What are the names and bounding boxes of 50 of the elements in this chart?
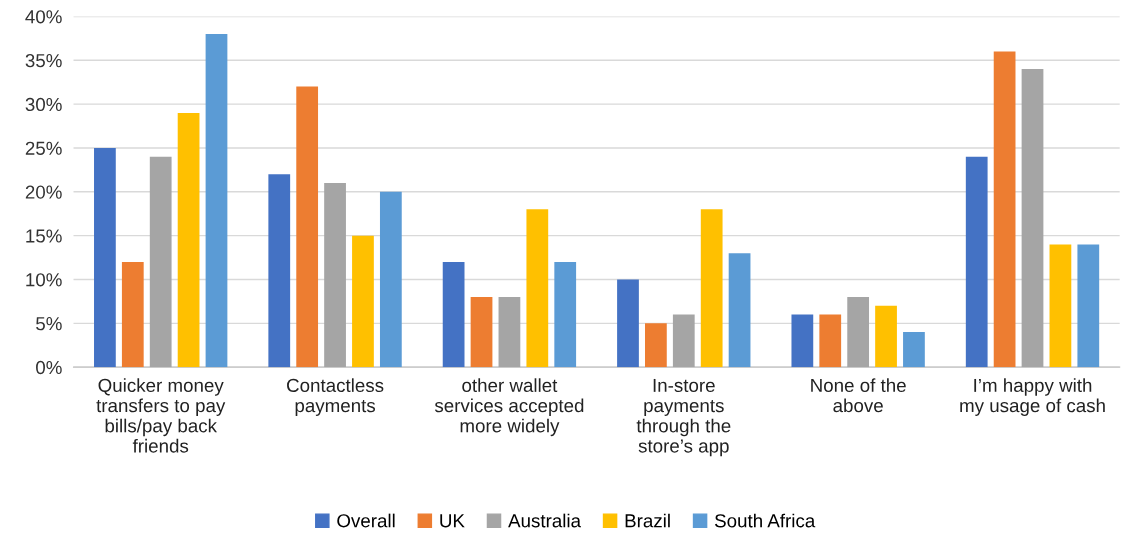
bar bbox=[94, 147, 116, 368]
bar bbox=[470, 297, 493, 368]
bar bbox=[268, 174, 291, 368]
x-tick-label: other wallet services accepted more widely bbox=[434, 378, 584, 437]
bar bbox=[1021, 69, 1044, 368]
y-tick-label: 40% bbox=[25, 10, 62, 24]
bar bbox=[121, 261, 144, 368]
legend-label: Overall bbox=[337, 513, 395, 528]
bar bbox=[1077, 244, 1100, 368]
bar bbox=[672, 314, 695, 368]
legend-label: Australia bbox=[508, 513, 582, 528]
y-tick-label: 30% bbox=[25, 97, 62, 112]
x-tick-label: None of the above bbox=[811, 378, 906, 413]
bar bbox=[791, 314, 814, 368]
x-tick-label: I’m happy with my usage of cash bbox=[960, 378, 1105, 416]
bar bbox=[324, 183, 346, 368]
legend-label: South Africa bbox=[715, 513, 816, 528]
bar bbox=[149, 156, 172, 368]
bar bbox=[205, 33, 228, 368]
bar bbox=[728, 253, 751, 368]
bar bbox=[526, 209, 549, 368]
y-tick-label: 20% bbox=[25, 185, 62, 199]
y-tick-label: 15% bbox=[26, 229, 62, 243]
y-tick-label: 35% bbox=[25, 53, 62, 68]
bar bbox=[442, 261, 465, 368]
x-tick-label: Contactless payments bbox=[287, 378, 384, 416]
bar bbox=[965, 156, 988, 368]
bar bbox=[296, 86, 319, 368]
x-tick-label: Quicker money transfers to pay bills/pay back friends bbox=[96, 378, 226, 453]
bar bbox=[875, 305, 897, 368]
bar bbox=[993, 51, 1016, 368]
bar bbox=[819, 314, 842, 368]
bar bbox=[1049, 244, 1072, 368]
x-tick-label: In-store payments through the store’s app bbox=[636, 378, 731, 457]
y-tick-label: 10% bbox=[26, 273, 62, 287]
bar bbox=[352, 235, 374, 368]
bar bbox=[177, 112, 200, 368]
y-tick-label: 5% bbox=[36, 317, 62, 331]
bar bbox=[554, 261, 577, 368]
y-tick-label: 25% bbox=[25, 141, 62, 155]
bar bbox=[645, 323, 667, 368]
legend-label: UK bbox=[440, 514, 465, 528]
legend-label: Brazil bbox=[625, 513, 670, 528]
bar bbox=[700, 209, 723, 368]
y-tick-label: 0% bbox=[36, 360, 62, 375]
bar bbox=[379, 191, 402, 368]
bar bbox=[847, 297, 870, 368]
bar bbox=[903, 332, 925, 368]
bar bbox=[498, 297, 521, 368]
bar bbox=[617, 279, 639, 368]
